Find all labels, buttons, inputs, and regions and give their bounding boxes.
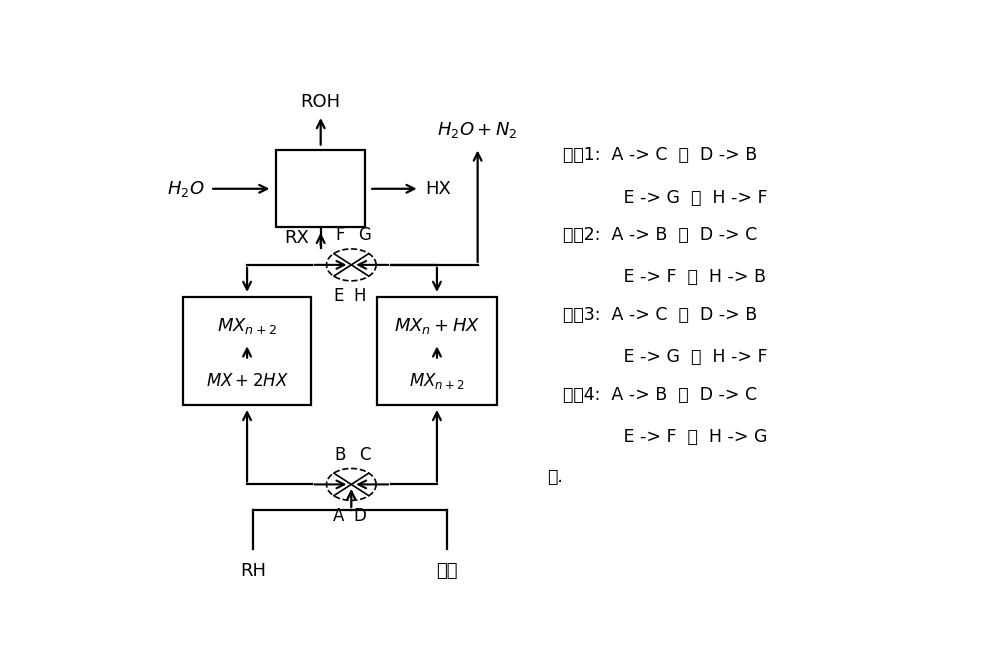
Text: A: A [333,507,345,525]
Text: $H_2O + N_2$: $H_2O + N_2$ [437,120,518,140]
Text: $H_2O$: $H_2O$ [167,179,205,199]
Text: ROH: ROH [301,93,341,111]
Text: $MX_{n+2}$: $MX_{n+2}$ [409,371,465,391]
Text: E -> F  和  H -> G: E -> F 和 H -> G [563,428,767,446]
Text: F: F [335,226,345,244]
Bar [377,297,497,404]
Text: 等.: 等. [547,468,563,486]
Text: RX: RX [284,229,309,247]
Text: $MX + 2HX$: $MX + 2HX$ [206,372,289,390]
Text: 空气: 空气 [436,562,457,580]
Text: E: E [334,287,344,305]
Text: HX: HX [426,179,452,198]
Text: E -> G  和  H -> F: E -> G 和 H -> F [563,348,767,366]
Bar [183,297,311,404]
Text: 循环4:  A -> B  和  D -> C: 循环4: A -> B 和 D -> C [563,386,757,404]
Text: D: D [354,507,366,525]
Text: 循环3:  A -> C  和  D -> B: 循环3: A -> C 和 D -> B [563,306,757,324]
Text: H: H [354,287,366,305]
Text: G: G [359,226,371,244]
Text: B: B [334,446,346,464]
Text: E -> F  和  H -> B: E -> F 和 H -> B [563,268,766,286]
Text: 循环2:  A -> B  和  D -> C: 循环2: A -> B 和 D -> C [563,226,757,244]
Text: C: C [359,446,371,464]
Bar [276,150,365,227]
Text: E -> G  和  H -> F: E -> G 和 H -> F [563,189,767,207]
Text: $MX_{n+2}$: $MX_{n+2}$ [217,316,277,336]
Text: RH: RH [240,562,266,580]
Text: $MX_n+HX$: $MX_n+HX$ [394,316,480,336]
Text: 循环1:  A -> C  和  D -> B: 循环1: A -> C 和 D -> B [563,146,757,164]
